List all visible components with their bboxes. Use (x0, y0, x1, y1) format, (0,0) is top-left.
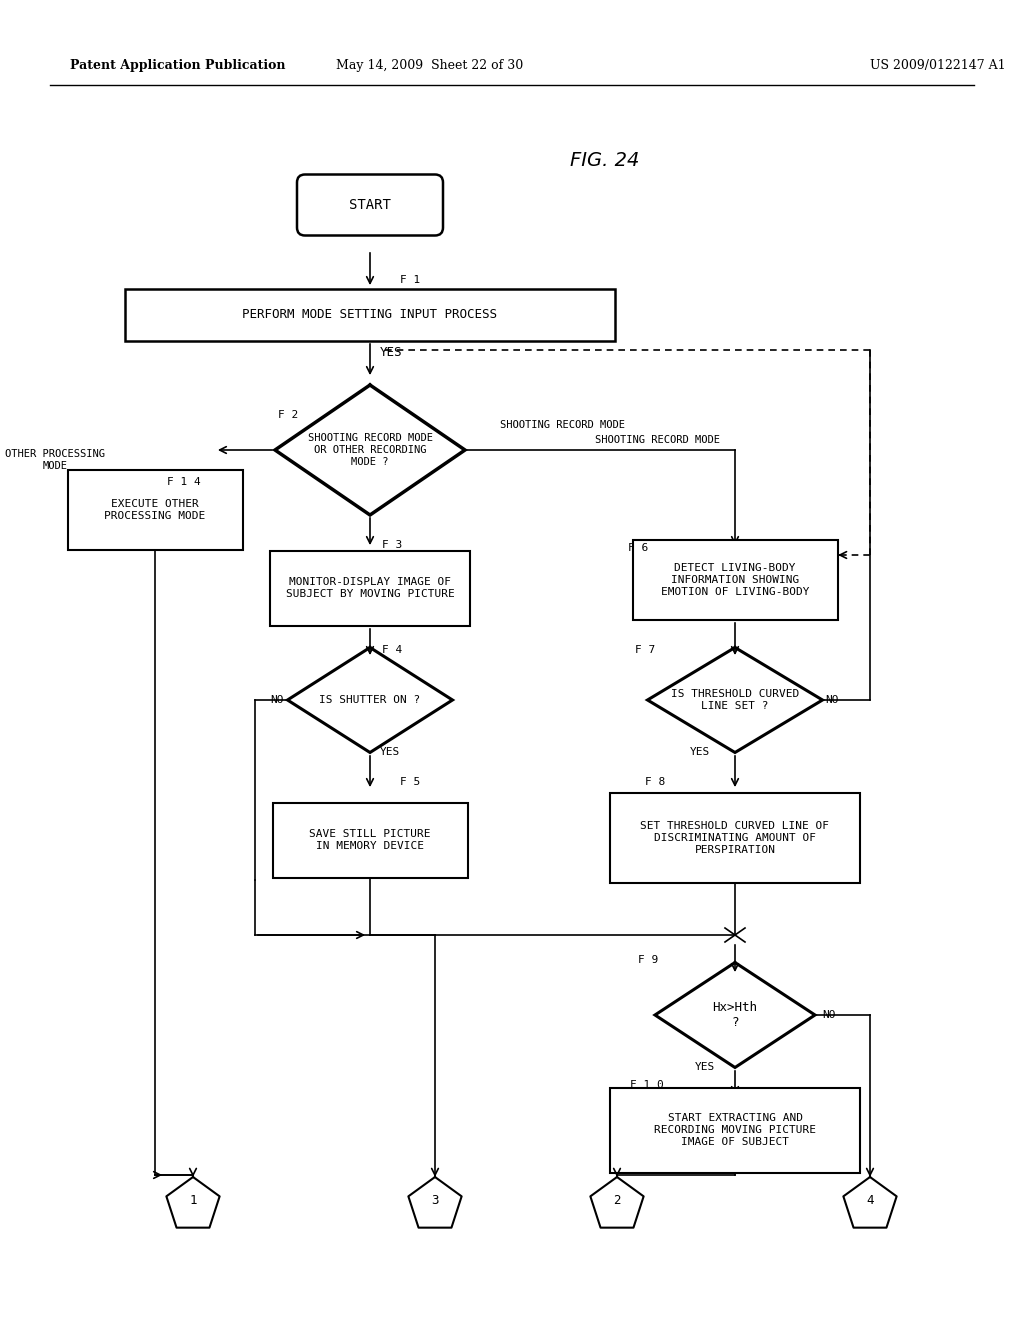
Text: 2: 2 (613, 1195, 621, 1208)
Text: IS THRESHOLD CURVED
LINE SET ?: IS THRESHOLD CURVED LINE SET ? (671, 689, 799, 710)
Polygon shape (591, 1177, 644, 1228)
Bar (610, 793, 860, 883)
Text: F 3: F 3 (382, 540, 402, 550)
Text: Patent Application Publication: Patent Application Publication (70, 58, 286, 71)
Text: FIG. 24: FIG. 24 (570, 150, 639, 169)
Text: May 14, 2009  Sheet 22 of 30: May 14, 2009 Sheet 22 of 30 (336, 58, 523, 71)
Text: YES: YES (690, 747, 711, 756)
Polygon shape (844, 1177, 897, 1228)
Bar (125, 289, 615, 341)
Bar (610, 1088, 860, 1172)
Text: SHOOTING RECORD MODE: SHOOTING RECORD MODE (595, 436, 720, 445)
Text: NO: NO (822, 1010, 836, 1020)
Text: START: START (349, 198, 391, 213)
Text: F 8: F 8 (645, 777, 666, 787)
Text: F 1 0: F 1 0 (630, 1080, 664, 1090)
Text: F 9: F 9 (638, 954, 658, 965)
Bar (68, 470, 243, 550)
Bar (270, 550, 470, 626)
Text: SHOOTING RECORD MODE: SHOOTING RECORD MODE (500, 420, 625, 430)
Text: SHOOTING RECORD MODE
OR OTHER RECORDING
MODE ?: SHOOTING RECORD MODE OR OTHER RECORDING … (307, 433, 432, 466)
Text: 3: 3 (431, 1195, 438, 1208)
Text: F 6: F 6 (628, 543, 648, 553)
Text: MONITOR-DISPLAY IMAGE OF
SUBJECT BY MOVING PICTURE: MONITOR-DISPLAY IMAGE OF SUBJECT BY MOVI… (286, 577, 455, 599)
Text: YES: YES (380, 346, 402, 359)
Text: START EXTRACTING AND
RECORDING MOVING PICTURE
IMAGE OF SUBJECT: START EXTRACTING AND RECORDING MOVING PI… (654, 1113, 816, 1147)
Text: US 2009/0122147 A1: US 2009/0122147 A1 (870, 58, 1006, 71)
Text: OTHER PROCESSING
MODE: OTHER PROCESSING MODE (5, 449, 105, 471)
Text: DETECT LIVING-BODY
INFORMATION SHOWING
EMOTION OF LIVING-BODY: DETECT LIVING-BODY INFORMATION SHOWING E… (660, 564, 809, 597)
Polygon shape (409, 1177, 462, 1228)
Text: F 2: F 2 (278, 411, 298, 420)
Text: F 7: F 7 (635, 645, 655, 655)
Text: F 5: F 5 (400, 777, 420, 787)
Bar (272, 803, 468, 878)
FancyBboxPatch shape (297, 174, 443, 235)
Text: NO: NO (825, 696, 839, 705)
Text: SAVE STILL PICTURE
IN MEMORY DEVICE: SAVE STILL PICTURE IN MEMORY DEVICE (309, 829, 431, 851)
Text: SET THRESHOLD CURVED LINE OF
DISCRIMINATING AMOUNT OF
PERSPIRATION: SET THRESHOLD CURVED LINE OF DISCRIMINAT… (640, 821, 829, 854)
Bar (633, 540, 838, 620)
Text: Hx>Hth
?: Hx>Hth ? (713, 1001, 758, 1030)
Text: NO: NO (270, 696, 284, 705)
Text: YES: YES (695, 1063, 715, 1072)
Text: 4: 4 (866, 1195, 873, 1208)
Text: IS SHUTTER ON ?: IS SHUTTER ON ? (319, 696, 421, 705)
Text: F 1: F 1 (400, 275, 420, 285)
Polygon shape (166, 1177, 219, 1228)
Text: EXECUTE OTHER
PROCESSING MODE: EXECUTE OTHER PROCESSING MODE (104, 499, 206, 521)
Text: F 1 4: F 1 4 (167, 477, 201, 487)
Text: PERFORM MODE SETTING INPUT PROCESS: PERFORM MODE SETTING INPUT PROCESS (243, 309, 498, 322)
Text: 1: 1 (189, 1195, 197, 1208)
Text: F 4: F 4 (382, 645, 402, 655)
Text: YES: YES (380, 747, 400, 756)
